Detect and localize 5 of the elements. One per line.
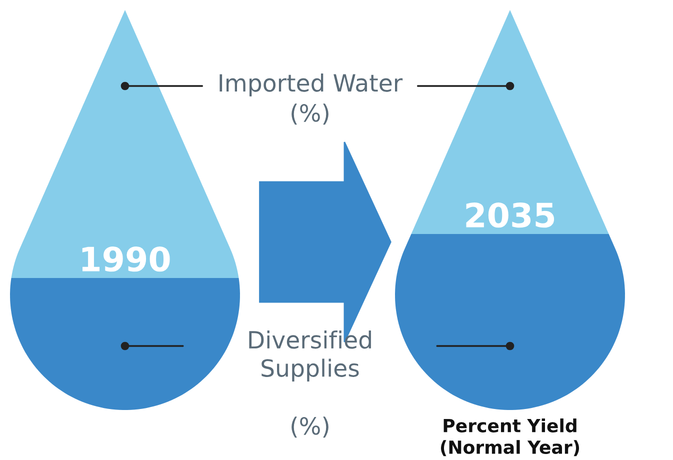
text: Percent Yield (Normal Year) bbox=[440, 418, 580, 456]
x-tick-label: 1990 bbox=[82, 246, 170, 272]
series-label: Imported Water (%) bbox=[220, 74, 403, 125]
text: Diversified Supplies (%) bbox=[249, 330, 371, 438]
x-tick-label: 2035 bbox=[466, 202, 554, 228]
